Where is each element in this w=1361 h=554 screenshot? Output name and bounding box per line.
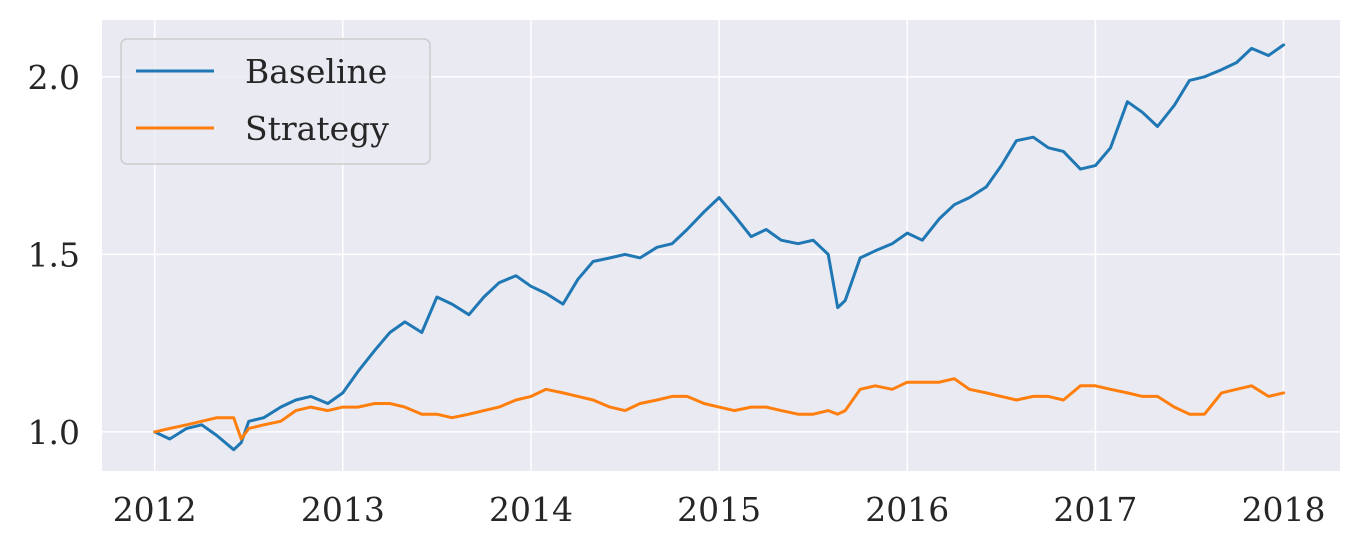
series-layer	[153, 43, 1286, 452]
y-tick-label: 1.0	[28, 413, 80, 452]
x-tick-label: 2018	[1242, 490, 1326, 529]
x-tick-label: 2014	[489, 490, 573, 529]
legend-label-baseline: Baseline	[245, 52, 387, 91]
legend-label-strategy: Strategy	[245, 109, 389, 148]
x-tick-label: 2015	[677, 490, 761, 529]
y-tick-label: 1.5	[28, 235, 80, 274]
legend[interactable]: Baseline Strategy	[120, 38, 431, 165]
series-line-baseline	[153, 43, 1286, 452]
tick-labels: 2012 2013 2014 2015 2016 2017 2018 1.0 1.5 2.0	[28, 58, 1326, 529]
x-tick-label: 2012	[113, 490, 197, 529]
x-tick-label: 2017	[1053, 490, 1137, 529]
series-line-strategy	[153, 377, 1286, 441]
x-tick-label: 2016	[865, 490, 949, 529]
y-tick-label: 2.0	[28, 58, 80, 97]
x-tick-label: 2013	[301, 490, 385, 529]
